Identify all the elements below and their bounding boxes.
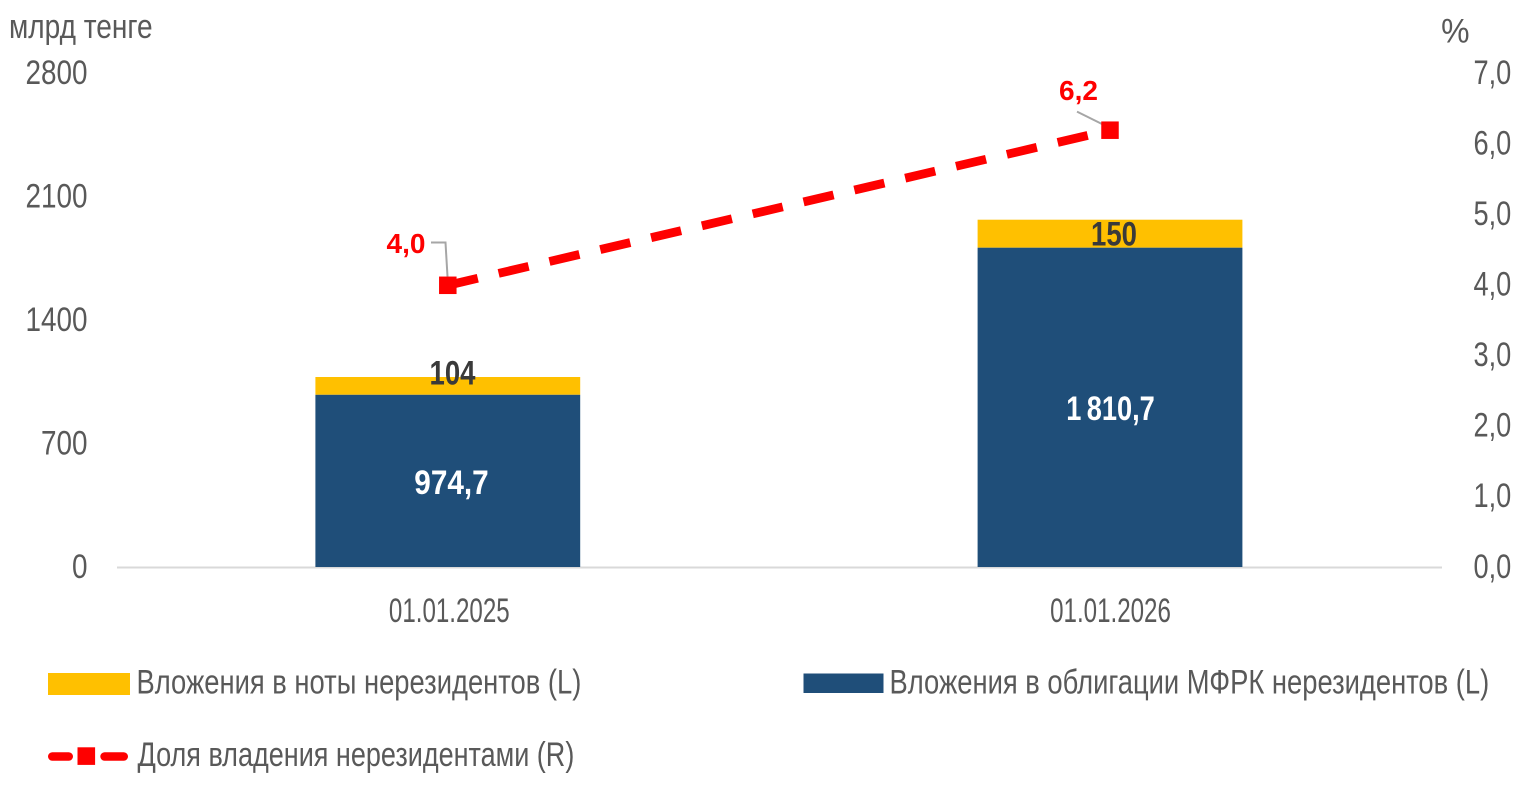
svg-text:3,0: 3,0: [1474, 335, 1512, 374]
svg-text:1,0: 1,0: [1474, 476, 1512, 515]
svg-text:Вложения в ноты нерезидентов (: Вложения в ноты нерезидентов (L): [137, 662, 582, 701]
svg-text:104: 104: [430, 354, 477, 392]
svg-text:150: 150: [1091, 215, 1137, 253]
svg-text:2800: 2800: [25, 53, 87, 91]
svg-text:700: 700: [41, 424, 88, 462]
svg-text:5,0: 5,0: [1474, 194, 1512, 233]
svg-text:4,0: 4,0: [387, 228, 426, 259]
svg-text:2,0: 2,0: [1474, 406, 1512, 445]
svg-text:1 810,7: 1 810,7: [1066, 389, 1155, 428]
svg-text:4,0: 4,0: [1474, 265, 1512, 304]
svg-text:0: 0: [72, 547, 88, 585]
svg-text:1400: 1400: [25, 300, 87, 338]
svg-text:Вложения в облигации МФРК нере: Вложения в облигации МФРК нерезидентов (…: [890, 662, 1490, 701]
svg-text:01.01.2025: 01.01.2025: [389, 592, 510, 630]
svg-text:6,0: 6,0: [1474, 124, 1512, 163]
svg-text:Доля владения нерезидентами (R: Доля владения нерезидентами (R): [138, 735, 575, 774]
svg-text:0,0: 0,0: [1474, 547, 1512, 586]
svg-text:%: %: [1441, 12, 1469, 50]
svg-text:7,0: 7,0: [1474, 53, 1512, 92]
svg-text:2100: 2100: [25, 177, 87, 215]
svg-text:974,7: 974,7: [414, 463, 488, 501]
svg-text:6,2: 6,2: [1059, 75, 1098, 106]
svg-text:01.01.2026: 01.01.2026: [1050, 592, 1171, 630]
svg-text:млрд тенге: млрд тенге: [9, 7, 153, 45]
